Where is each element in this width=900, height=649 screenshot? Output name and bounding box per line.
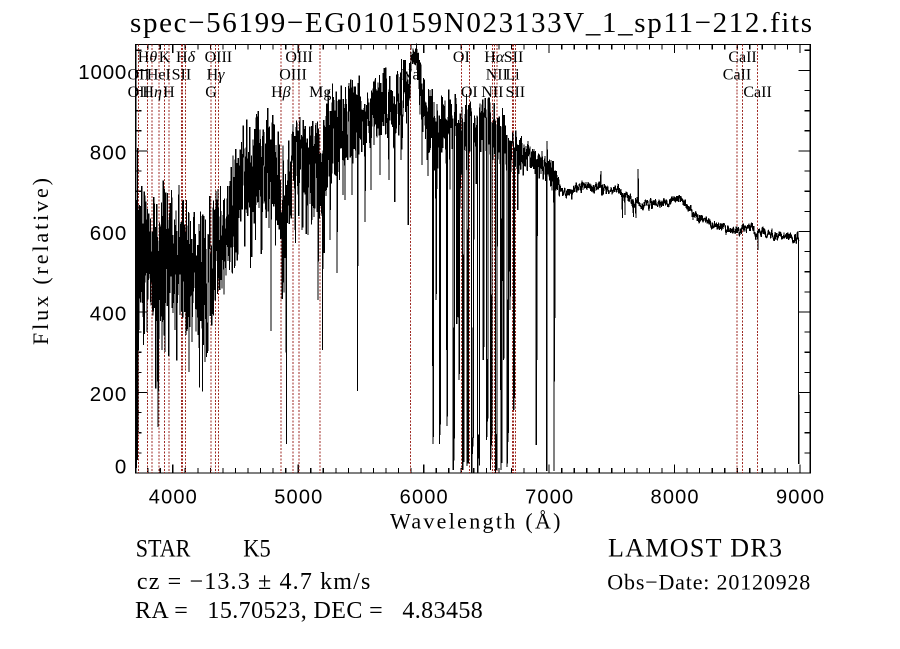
svg-text:spec−56199−EG010159N023133V_1_: spec−56199−EG010159N023133V_1_sp11−212.f…	[130, 7, 812, 39]
svg-text:Hδ: Hδ	[176, 49, 196, 66]
svg-text:600: 600	[90, 222, 127, 245]
svg-text:9000: 9000	[776, 486, 824, 508]
svg-text:OII: OII	[127, 67, 149, 84]
svg-text:SII: SII	[504, 49, 524, 66]
svg-text:200: 200	[90, 383, 127, 406]
svg-text:Mg: Mg	[309, 84, 331, 101]
svg-text:5000: 5000	[274, 486, 322, 508]
svg-text:Hθ: Hθ	[138, 49, 158, 66]
svg-text:LAMOST DR3: LAMOST DR3	[608, 533, 782, 562]
svg-text:1000: 1000	[78, 61, 126, 84]
svg-text:Hη: Hη	[142, 84, 162, 101]
svg-text:Wavelength (Å): Wavelength (Å)	[390, 509, 561, 534]
svg-text:4000: 4000	[149, 486, 197, 508]
svg-text:Li: Li	[505, 67, 520, 84]
svg-text:OIII: OIII	[279, 67, 307, 84]
svg-text:Hβ: Hβ	[271, 84, 291, 101]
svg-text:G: G	[205, 84, 217, 101]
svg-text:OII: OII	[128, 84, 150, 101]
svg-text:K: K	[159, 49, 171, 66]
svg-text:Obs−Date: 20120928: Obs−Date: 20120928	[607, 570, 810, 595]
svg-text:OI: OI	[453, 49, 470, 66]
svg-text:NII: NII	[486, 67, 508, 84]
svg-text:cz = −13.3 ± 4.7 km/s: cz = −13.3 ± 4.7 km/s	[137, 569, 370, 595]
svg-text:Hα: Hα	[484, 49, 505, 66]
svg-text:8000: 8000	[651, 486, 699, 508]
svg-text:Hγ: Hγ	[207, 67, 226, 84]
svg-text:Flux (relative): Flux (relative)	[28, 178, 53, 345]
svg-text:H: H	[163, 84, 175, 101]
svg-text:CaII: CaII	[728, 49, 756, 66]
svg-text:CaII: CaII	[723, 67, 751, 84]
svg-text:6000: 6000	[400, 486, 448, 508]
svg-text:OIII: OIII	[205, 49, 233, 66]
svg-text:K5: K5	[243, 536, 270, 563]
svg-text:Na: Na	[401, 67, 420, 84]
svg-text:400: 400	[90, 302, 127, 325]
svg-text:STAR: STAR	[136, 536, 191, 563]
svg-text:0: 0	[115, 455, 126, 478]
svg-text:NII: NII	[481, 84, 503, 101]
svg-text:SII: SII	[506, 84, 526, 101]
svg-text:7000: 7000	[525, 486, 573, 508]
svg-text:800: 800	[90, 141, 127, 164]
svg-text:OIII: OIII	[285, 49, 313, 66]
svg-text:RA = 15.70523, DEC = 4.834: RA = 15.70523, DEC = 4.83458	[135, 598, 483, 624]
svg-text:SII: SII	[172, 67, 192, 84]
svg-text:HeI: HeI	[147, 67, 171, 84]
svg-text:OI: OI	[461, 84, 478, 101]
svg-text:CaII: CaII	[743, 84, 771, 101]
